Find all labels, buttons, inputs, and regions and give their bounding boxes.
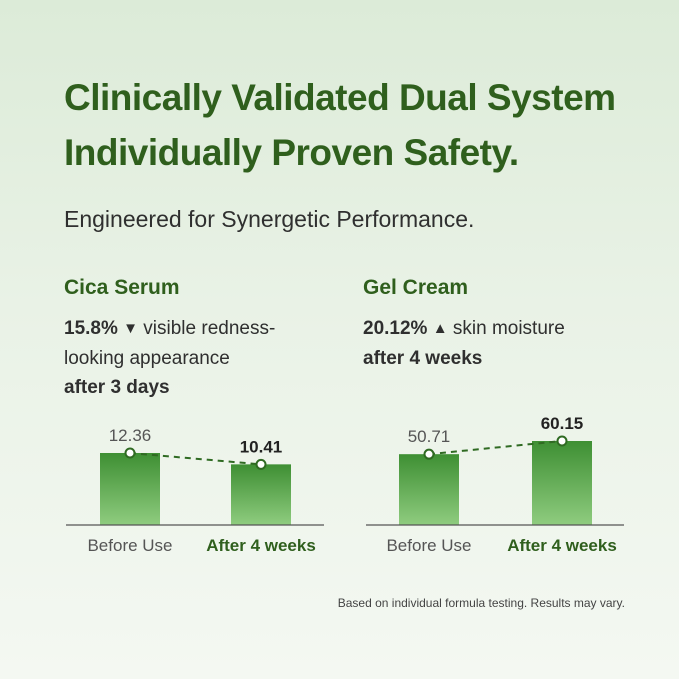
category-label: Before Use bbox=[386, 536, 471, 555]
desc-line-3-wrap: after 3 days bbox=[64, 373, 275, 402]
trend-dashed-line bbox=[428, 440, 563, 456]
data-label: 60.15 bbox=[541, 414, 584, 433]
title-line-1: Clinically Validated Dual System bbox=[64, 77, 616, 118]
data-point-marker bbox=[255, 458, 267, 470]
page-title: Clinically Validated Dual System Individ… bbox=[64, 70, 664, 180]
data-point-marker bbox=[423, 448, 435, 460]
desc-line-1-text: skin moisture bbox=[447, 318, 565, 339]
cica-serum-heading: Cica Serum bbox=[64, 276, 180, 299]
desc-line-2-wrap: after 4 weeks bbox=[363, 344, 565, 373]
data-label: 10.41 bbox=[240, 437, 283, 456]
gel-cream-description: 20.12% ▲ skin moisture after 4 weeks bbox=[363, 314, 565, 373]
bar-after-4-weeks bbox=[231, 464, 291, 525]
footnote: Based on individual formula testing. Res… bbox=[337, 596, 625, 610]
desc-line-3: after 3 days bbox=[64, 377, 170, 398]
data-label: 50.71 bbox=[408, 427, 451, 446]
gel-cream-bar-chart: 50.71 Before Use 60.15 After 4 weeks bbox=[366, 414, 624, 555]
cica-serum-bar-chart: 12.36 Before Use 10.41 After 4 weeks bbox=[66, 426, 324, 555]
bar-before-use bbox=[399, 454, 459, 525]
page-subtitle: Engineered for Synergetic Performance. bbox=[64, 206, 475, 232]
category-label: Before Use bbox=[87, 536, 172, 555]
desc-line-1: 20.12% ▲ skin moisture bbox=[363, 314, 565, 344]
bar-before-use bbox=[100, 453, 160, 525]
cica-serum-description: 15.8% ▼ visible redness- looking appeara… bbox=[64, 314, 275, 402]
data-point-marker bbox=[556, 435, 568, 447]
desc-line-1: 15.8% ▼ visible redness- bbox=[64, 314, 275, 344]
down-triangle-icon: ▼ bbox=[123, 320, 139, 337]
bar-after-4-weeks bbox=[532, 441, 592, 525]
desc-line-2: after 4 weeks bbox=[363, 348, 483, 369]
category-label: After 4 weeks bbox=[507, 536, 617, 555]
data-label: 12.36 bbox=[109, 426, 152, 445]
desc-line-1-text: visible redness- bbox=[138, 318, 276, 339]
category-label: After 4 weeks bbox=[206, 536, 316, 555]
desc-line-2: looking appearance bbox=[64, 348, 230, 369]
gel-cream-heading: Gel Cream bbox=[363, 276, 469, 299]
title-line-2: Individually Proven Safety. bbox=[64, 132, 519, 173]
data-point-marker bbox=[124, 447, 136, 459]
cica-percent-value: 15.8% bbox=[64, 318, 118, 339]
gel-percent-value: 20.12% bbox=[363, 318, 428, 339]
up-triangle-icon: ▲ bbox=[432, 320, 448, 337]
